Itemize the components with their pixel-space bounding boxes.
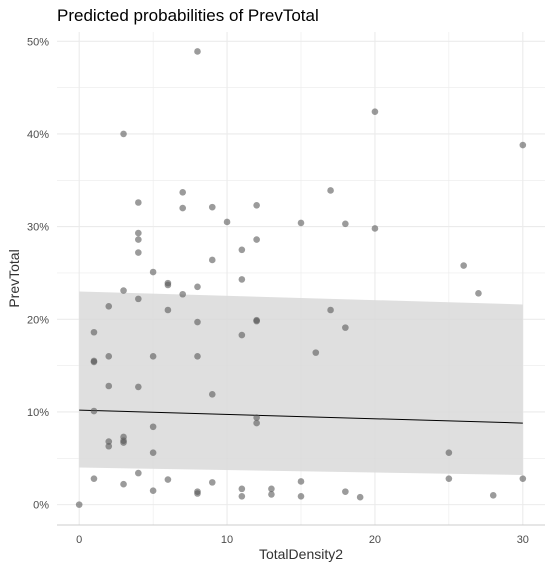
data-point (120, 480, 127, 488)
data-point (238, 331, 246, 339)
data-point (105, 442, 113, 450)
data-point (519, 141, 527, 149)
data-point (149, 423, 157, 431)
data-point (105, 382, 113, 390)
data-point (297, 492, 305, 500)
data-point (164, 476, 172, 483)
data-point (342, 220, 349, 228)
data-point (179, 204, 186, 212)
data-point (238, 276, 246, 283)
y-tick-label: 10% (27, 407, 49, 419)
y-tick-label: 30% (27, 222, 49, 234)
data-point (475, 290, 482, 297)
data-point (297, 219, 305, 227)
data-point (519, 475, 527, 482)
x-axis-title: TotalDensity2 (259, 546, 343, 562)
y-tick-label: 50% (27, 36, 49, 48)
data-point (149, 353, 157, 360)
data-point (90, 328, 98, 336)
data-point (297, 478, 305, 485)
data-point (445, 449, 453, 457)
data-point (371, 225, 379, 232)
data-point (135, 249, 142, 256)
data-point (120, 439, 127, 446)
data-point (135, 469, 142, 477)
data-point (105, 353, 113, 360)
data-point (238, 246, 246, 254)
data-point (194, 48, 201, 55)
data-point (356, 493, 364, 501)
data-point (135, 229, 142, 237)
data-point (445, 475, 453, 482)
data-point (164, 306, 172, 314)
data-point (208, 256, 216, 264)
y-tick-label: 20% (27, 314, 49, 326)
data-point (149, 268, 157, 276)
confidence-band (79, 291, 523, 475)
data-point (253, 236, 260, 243)
data-point (194, 490, 201, 497)
data-point (371, 108, 379, 115)
data-point (312, 349, 320, 356)
data-point (238, 492, 246, 500)
x-tick-label: 20 (369, 534, 381, 546)
data-point (135, 295, 142, 303)
data-point (223, 218, 231, 226)
data-point (90, 475, 98, 482)
data-point (149, 449, 157, 457)
data-point (327, 187, 334, 194)
x-tick-label: 10 (221, 534, 233, 546)
x-tick-label: 30 (517, 534, 529, 546)
data-point (149, 487, 157, 495)
data-point (120, 287, 127, 294)
data-point (268, 491, 275, 498)
data-point (90, 358, 98, 366)
data-point (194, 283, 201, 291)
y-tick-label: 0% (33, 500, 49, 512)
data-point (208, 391, 216, 398)
fit-line (79, 409, 523, 424)
data-point (135, 383, 142, 391)
data-point (105, 438, 113, 445)
data-point (238, 485, 246, 493)
y-axis-title: PrevTotal (6, 249, 22, 307)
chart-title: Predicted probabilities of PrevTotal (57, 6, 319, 25)
data-point (164, 281, 172, 289)
data-point (208, 479, 216, 486)
data-point (105, 303, 113, 310)
data-point (194, 318, 201, 326)
data-point (460, 262, 467, 269)
data-point (120, 130, 127, 138)
data-point (489, 492, 497, 499)
data-point (208, 203, 216, 211)
data-point (327, 306, 334, 314)
data-point (179, 290, 186, 298)
data-point (75, 501, 83, 508)
data-point (342, 488, 349, 495)
data-point (135, 199, 142, 206)
data-point (90, 407, 98, 415)
y-tick-label: 40% (27, 129, 49, 141)
data-point (194, 353, 201, 360)
x-tick-label: 0 (76, 534, 82, 546)
data-point (253, 419, 260, 427)
data-point (268, 485, 275, 493)
data-point (135, 236, 142, 243)
data-point (179, 189, 186, 196)
data-point (342, 324, 349, 331)
data-point (253, 414, 260, 421)
data-point (253, 317, 260, 325)
data-point (253, 201, 260, 209)
